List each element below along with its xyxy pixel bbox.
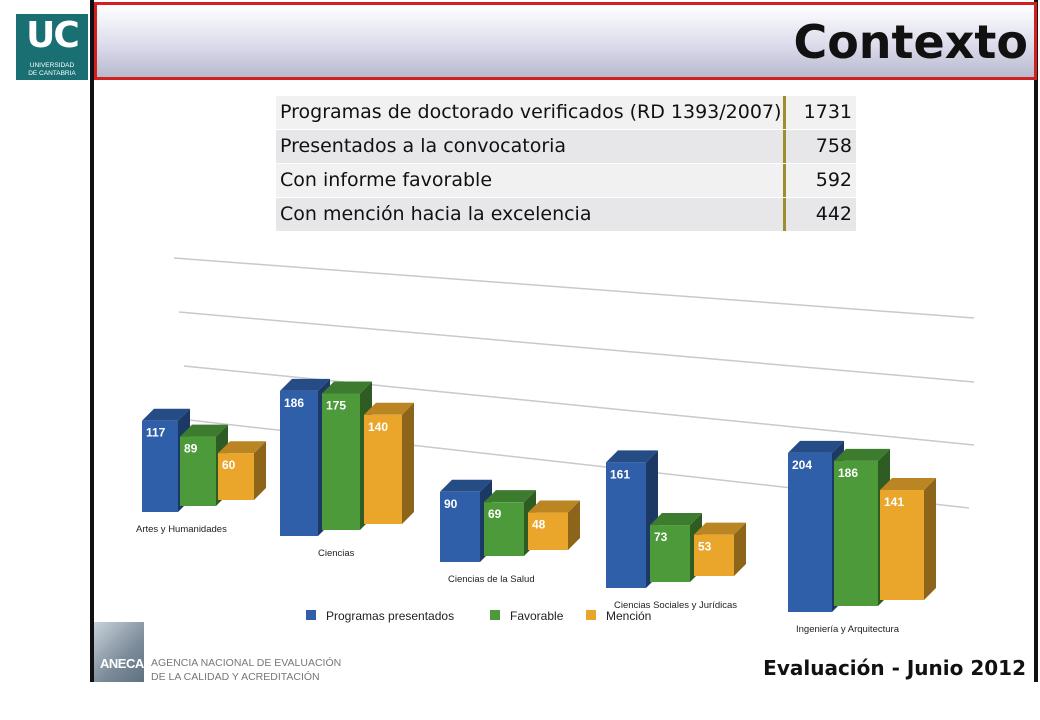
bar-top — [694, 522, 746, 535]
bar-top — [484, 490, 536, 503]
logo-subtitle: UNIVERSIDAD DE CANTABRIA — [16, 62, 88, 78]
logo-line-1: UNIVERSIDAD — [29, 62, 75, 69]
stats-label: Con informe favorable — [280, 169, 493, 191]
bar-value-label: 60 — [222, 458, 236, 472]
bar — [322, 393, 360, 530]
legend-swatch — [586, 610, 596, 620]
stats-table: Programas de doctorado verificados (RD 1… — [276, 96, 856, 232]
bar — [528, 512, 568, 550]
stats-row: Presentados a la convocatoria 758 — [276, 130, 856, 164]
bar-value-label: 204 — [792, 458, 812, 472]
legend-swatch — [306, 610, 316, 620]
bar — [218, 453, 254, 500]
bar-side — [734, 522, 746, 576]
title-bar: Contexto — [94, 2, 1037, 80]
legend-swatch — [490, 610, 500, 620]
stats-label: Presentados a la convocatoria — [280, 135, 567, 157]
bar-top — [218, 441, 266, 454]
gridline — [178, 311, 975, 383]
bar — [834, 460, 878, 606]
bar-top — [788, 440, 844, 453]
aneca-logo-text: ANECA — [100, 656, 144, 671]
agency-line-2: DE LA CALIDAD Y ACREDITACIÓN — [151, 671, 320, 683]
legend-label: Favorable — [510, 609, 564, 623]
bar-value-label: 73 — [654, 530, 668, 544]
bar — [694, 534, 734, 576]
bar — [650, 525, 690, 582]
bar-value-label: 161 — [610, 467, 630, 481]
stats-separator — [783, 164, 786, 197]
stats-row: Con mención hacia la excelencia 442 — [276, 198, 856, 232]
stats-value: 442 — [815, 203, 852, 225]
bar — [142, 420, 178, 512]
logo-mark: UC — [26, 15, 80, 56]
bar-top — [180, 424, 228, 437]
bar-value-label: 175 — [326, 399, 346, 413]
bar-top — [650, 513, 702, 526]
aneca-logo — [94, 622, 144, 682]
stats-separator — [783, 198, 786, 231]
bar-value-label: 117 — [146, 426, 166, 440]
bar-chart: 117 89 60 Artes y Humanidades 186 175 140 Cienc… — [136, 257, 975, 635]
bar-top — [834, 448, 890, 461]
bar-top — [142, 408, 190, 421]
stats-value: 758 — [815, 135, 852, 157]
category-label: Ciencias Sociales y Jurídicas — [614, 600, 737, 611]
bar-value-label: 141 — [884, 495, 904, 509]
slide-frame-right — [1034, 0, 1038, 682]
bar-value-label: 140 — [368, 420, 388, 434]
bar-side — [402, 402, 414, 524]
bar — [788, 452, 832, 612]
stats-row: Programas de doctorado verificados (RD 1… — [276, 96, 856, 130]
category-label: Artes y Humanidades — [136, 524, 227, 535]
category-label: Ciencias de la Salud — [448, 574, 535, 585]
bar — [280, 390, 318, 536]
bar-top — [322, 381, 372, 394]
stats-row: Con informe favorable 592 — [276, 164, 856, 198]
footer-text: Evaluación - Junio 2012 — [763, 656, 1026, 680]
bar — [880, 490, 924, 600]
stats-value: 1731 — [803, 101, 852, 123]
bar-side — [924, 478, 936, 600]
stats-label: Con mención hacia la excelencia — [280, 203, 592, 225]
slide-title: Contexto — [793, 15, 1028, 69]
stats-separator — [783, 130, 786, 163]
slide-frame-left — [90, 0, 94, 682]
category-label: Ciencias — [318, 548, 355, 559]
bar — [364, 414, 402, 524]
bar-top — [880, 478, 936, 491]
bar-top — [528, 500, 580, 513]
gridline — [173, 257, 975, 319]
agency-name: AGENCIA NACIONAL DE EVALUACIÓN DE LA CAL… — [151, 656, 341, 684]
bar-value-label: 186 — [284, 396, 304, 410]
bar-value-label: 69 — [488, 507, 502, 521]
bar-top — [440, 479, 492, 492]
logo-line-2: DE CANTABRIA — [28, 70, 76, 77]
bar-side — [254, 441, 266, 500]
bar-top — [364, 402, 414, 415]
bar — [606, 462, 646, 588]
stats-value: 592 — [815, 169, 852, 191]
bar-value-label: 53 — [698, 540, 712, 554]
bar-top — [280, 378, 330, 391]
stats-label: Programas de doctorado verificados (RD 1… — [280, 101, 782, 123]
agency-line-1: AGENCIA NACIONAL DE EVALUACIÓN — [151, 657, 342, 669]
university-logo: UC UNIVERSIDAD DE CANTABRIA — [16, 14, 88, 80]
bar — [484, 502, 524, 556]
bar-side — [568, 500, 580, 550]
legend-label: Programas presentados — [326, 609, 454, 623]
stats-separator — [783, 96, 786, 129]
bar — [180, 436, 216, 506]
bar-top — [606, 450, 658, 463]
category-label: Ingeniería y Arquitectura — [796, 624, 900, 635]
legend-label: Mención — [606, 609, 651, 623]
bar-value-label: 90 — [444, 497, 458, 511]
bar-value-label: 48 — [532, 518, 546, 532]
bar-value-label: 89 — [184, 442, 198, 456]
bar — [440, 491, 480, 562]
bar-value-label: 186 — [838, 466, 858, 480]
